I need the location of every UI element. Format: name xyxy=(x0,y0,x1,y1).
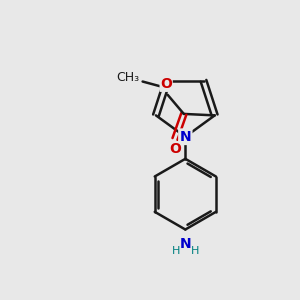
Text: N: N xyxy=(179,237,191,251)
Text: N: N xyxy=(179,130,191,144)
Text: H: H xyxy=(172,246,180,256)
Text: O: O xyxy=(169,142,181,157)
Text: O: O xyxy=(160,77,172,91)
Text: H: H xyxy=(190,246,199,256)
Text: CH₃: CH₃ xyxy=(116,71,140,85)
